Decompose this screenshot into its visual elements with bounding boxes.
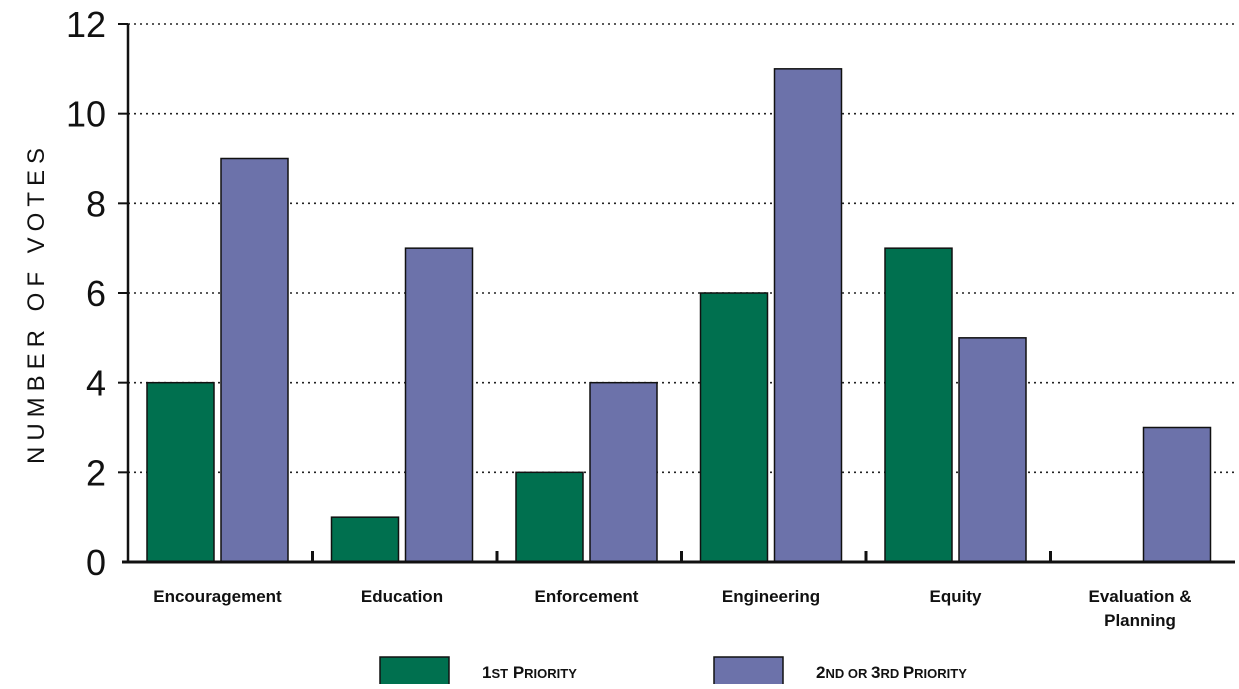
legend-label-1: 1ST PRIORITY: [482, 663, 577, 682]
y-tick-label: 0: [86, 542, 106, 583]
legend-label-part: ST: [491, 666, 508, 681]
x-tick-label: Evaluation &: [1089, 587, 1192, 606]
y-tick-label: 12: [66, 4, 106, 45]
bar-series-1: [699, 292, 769, 563]
x-tick-label: Engineering: [722, 587, 820, 606]
bar-series-2: [958, 337, 1027, 563]
y-tick-label: 10: [66, 94, 106, 135]
legend-swatch-2: [713, 656, 784, 687]
legend-label-part: RD: [880, 666, 902, 681]
bar-series-2: [1142, 426, 1212, 563]
legend-label-part: 1: [482, 663, 491, 682]
x-tick-label: Education: [361, 587, 443, 606]
y-axis-title: NUMBER OF VOTES: [23, 142, 50, 464]
bar-series-2: [589, 381, 658, 563]
x-tick-label: Equity: [930, 587, 982, 606]
legend-label-part: P: [508, 663, 524, 682]
y-tick-label: 2: [86, 452, 106, 493]
x-tick-label: Enforcement: [535, 587, 639, 606]
legend-label-part: P: [903, 663, 914, 682]
x-tick-label: Planning: [1104, 611, 1176, 630]
bar-series-1: [884, 247, 953, 563]
bar-series-2: [773, 68, 843, 563]
legend-label-2: 2ND OR 3RD PRIORITY: [816, 663, 967, 682]
legend-swatch-1: [379, 656, 450, 687]
legend-label-part: RIORITY: [914, 666, 967, 681]
legend-label-part: RIORITY: [524, 666, 577, 681]
bar-series-2: [220, 157, 289, 563]
y-tick-label: 4: [86, 363, 106, 404]
legend-label-part: ND OR: [825, 666, 871, 681]
bar-series-1: [515, 471, 584, 563]
legend-label-part: 2: [816, 663, 825, 682]
y-tick-label: 6: [86, 273, 106, 314]
x-tick-label: Encouragement: [153, 587, 282, 606]
bar-series-2: [404, 247, 474, 563]
bar-series-1: [330, 516, 400, 563]
legend-label-part: 3: [871, 663, 880, 682]
y-tick-label: 8: [86, 183, 106, 224]
bar-series-1: [146, 381, 215, 563]
